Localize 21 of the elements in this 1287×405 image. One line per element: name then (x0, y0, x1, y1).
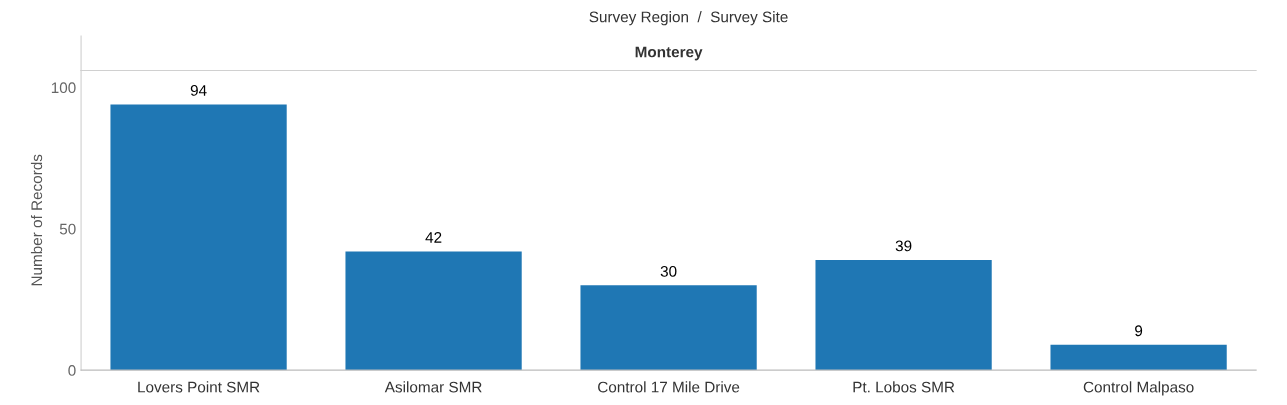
bar (580, 285, 757, 371)
bar (815, 259, 992, 371)
x-tick-label: Control 17 Mile Drive (598, 381, 740, 393)
bar (345, 251, 522, 371)
chart-subtitle: Monterey (635, 46, 703, 61)
data-label: 94 (190, 85, 207, 96)
bar (1050, 344, 1227, 371)
x-tick-label: Pt. Lobos SMR (853, 381, 955, 393)
x-tick-label: Control Malpaso (1083, 381, 1194, 396)
y-tick-label: 50 (59, 223, 76, 235)
x-tick-label: Asilomar SMR (384, 381, 482, 393)
chart-title: Survey Region / Survey Site (589, 11, 788, 26)
y-tick-label: 100 (51, 82, 76, 94)
data-label: 30 (660, 265, 677, 277)
y-tick-label: 0 (68, 365, 76, 376)
data-label: 9 (1135, 325, 1143, 337)
data-label: 42 (425, 232, 442, 243)
x-tick-label: Lovers Point SMR (138, 381, 260, 393)
data-label: 39 (895, 240, 912, 252)
bar (110, 104, 287, 371)
y-axis-title: Number of Records (30, 154, 43, 286)
